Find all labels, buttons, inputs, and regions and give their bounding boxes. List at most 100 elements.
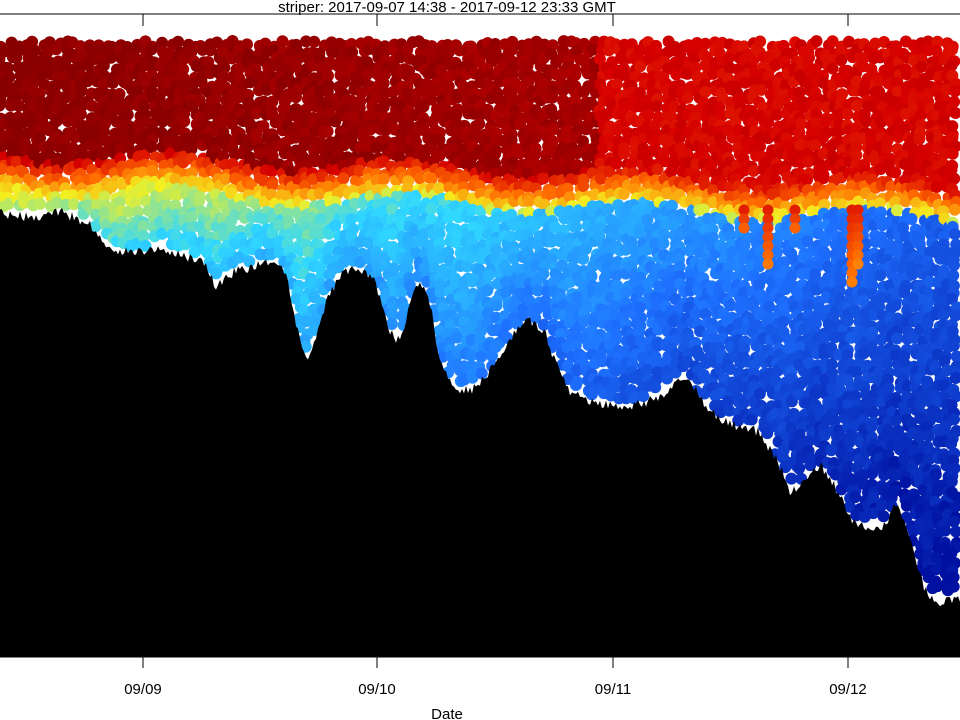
data-point (722, 52, 735, 65)
data-point (898, 453, 910, 465)
data-point (609, 364, 622, 377)
data-point (661, 372, 674, 385)
data-point (852, 195, 865, 208)
data-point (873, 197, 886, 210)
data-point (489, 341, 502, 353)
data-point (699, 37, 712, 50)
data-point (185, 143, 198, 156)
data-point (513, 276, 526, 289)
data-point (849, 491, 862, 504)
data-point (314, 227, 327, 240)
data-point (122, 99, 135, 112)
data-point (914, 412, 927, 425)
data-point (946, 292, 958, 305)
data-point (243, 255, 256, 268)
data-point (633, 44, 646, 57)
data-point (948, 172, 960, 185)
data-points (0, 35, 960, 597)
data-point (517, 309, 530, 322)
data-point (346, 246, 359, 258)
data-point (444, 191, 457, 204)
data-point (123, 229, 136, 242)
data-point (937, 309, 950, 321)
data-point (818, 198, 831, 211)
data-point (609, 333, 622, 346)
data-point (522, 206, 535, 219)
data-point (586, 43, 599, 56)
data-point (537, 267, 550, 280)
data-point (9, 139, 22, 152)
data-point (889, 166, 902, 179)
data-point (473, 263, 486, 276)
data-point (172, 35, 185, 48)
data-point (364, 123, 377, 136)
data-point (761, 427, 774, 440)
data-point (69, 131, 81, 144)
data-point (841, 108, 854, 121)
data-point (570, 379, 582, 391)
data-point (891, 204, 903, 217)
data-point (145, 43, 158, 56)
data-point (433, 227, 446, 240)
data-point (921, 317, 934, 330)
data-point (949, 85, 960, 98)
data-point (0, 99, 6, 112)
data-point (381, 187, 394, 200)
data-point (754, 196, 767, 209)
data-point (508, 252, 520, 265)
data-point (802, 155, 815, 168)
data-point (882, 382, 895, 395)
data-point (939, 524, 952, 537)
data-point (417, 100, 430, 113)
data-point (785, 270, 798, 283)
data-point (875, 499, 888, 512)
data-point (401, 182, 414, 195)
data-point (501, 318, 514, 331)
data-point (329, 115, 342, 128)
data-point (396, 309, 409, 322)
data-point (770, 108, 783, 121)
data-point (948, 413, 960, 426)
x-tick-label: 09/09 (124, 681, 162, 698)
data-point (577, 252, 590, 265)
data-point (145, 141, 158, 154)
data-point (217, 70, 230, 83)
data-point (907, 100, 920, 113)
data-point (945, 547, 958, 560)
data-point (668, 219, 680, 232)
data-point (948, 515, 960, 528)
data-point (154, 180, 167, 193)
data-point (321, 125, 334, 138)
data-point (810, 108, 823, 121)
data-point (12, 99, 25, 112)
data-point (681, 347, 694, 360)
data-point (892, 245, 905, 258)
data-point (433, 149, 446, 162)
data-point (539, 163, 551, 176)
data-point (917, 524, 930, 537)
x-tick-label: 09/10 (358, 681, 396, 698)
data-point (233, 91, 245, 104)
data-point (537, 172, 550, 185)
data-point (898, 286, 911, 299)
data-point (708, 332, 720, 345)
data-point (377, 100, 390, 113)
data-point (578, 85, 590, 98)
data-point (852, 222, 864, 234)
data-point (300, 315, 313, 328)
data-point (949, 107, 960, 119)
data-point (819, 235, 832, 248)
data-point (946, 147, 959, 160)
data-point (201, 246, 214, 259)
data-point (852, 213, 864, 225)
data-point (930, 563, 943, 576)
x-axis-ticks: 09/09 09/10 09/11 09/12 (124, 14, 867, 698)
data-point (490, 299, 503, 312)
data-point (523, 294, 536, 307)
data-point (951, 491, 960, 504)
data-point (949, 500, 960, 513)
data-point (641, 363, 654, 376)
data-point (346, 46, 359, 59)
data-point (762, 231, 774, 243)
data-point (355, 211, 368, 224)
